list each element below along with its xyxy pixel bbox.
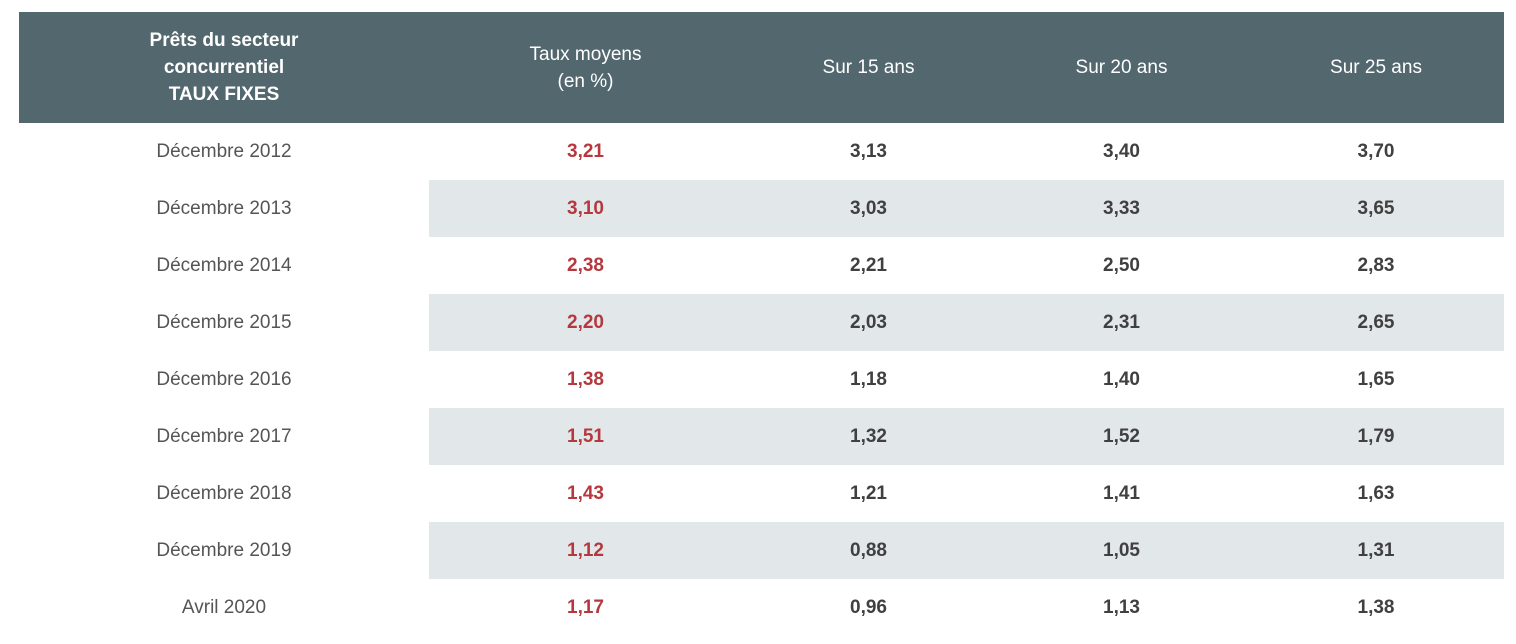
header-15-years: Sur 15 ans <box>822 57 915 78</box>
rate-15-years-cell: 1,32 <box>742 408 995 465</box>
table-row: Décembre 2019 1,12 0,88 1,05 1,31 <box>19 522 1504 579</box>
rate-25-years-cell: 1,38 <box>1357 596 1395 618</box>
average-rate-cell: 3,10 <box>429 180 742 237</box>
average-rate-cell: 1,17 <box>567 596 604 618</box>
rate-25-years-cell: 1,79 <box>1248 408 1504 465</box>
table-row: Décembre 2015 2,20 2,03 2,31 2,65 <box>19 294 1504 351</box>
header-loan-type: Prêts du secteur concurrentiel TAUX FIXE… <box>19 12 429 123</box>
rate-15-years-cell: 0,96 <box>850 596 887 618</box>
rate-20-years-cell: 1,05 <box>995 522 1248 579</box>
table-row: Avril 2020 1,17 0,96 1,13 1,38 <box>19 579 1504 636</box>
period-cell: Décembre 2013 <box>156 197 292 219</box>
average-rate-cell: 1,38 <box>567 368 604 390</box>
table-row: Décembre 2013 3,10 3,03 3,33 3,65 <box>19 180 1504 237</box>
rate-15-years-cell: 0,88 <box>742 522 995 579</box>
rate-15-years-cell: 2,03 <box>742 294 995 351</box>
rate-25-years-cell: 1,31 <box>1248 522 1504 579</box>
average-rate-cell: 3,21 <box>567 140 604 162</box>
header-loan-type-line2: concurrentiel <box>163 57 285 78</box>
rate-25-years-cell: 1,65 <box>1357 368 1395 390</box>
header-25-years: Sur 25 ans <box>1330 57 1422 78</box>
header-average-rate-line2: (en %) <box>557 70 614 92</box>
table-header: Prêts du secteur concurrentiel TAUX FIXE… <box>19 12 1504 123</box>
rate-15-years-cell: 2,21 <box>850 254 887 276</box>
average-rate-cell: 2,38 <box>567 254 604 276</box>
rates-table: Prêts du secteur concurrentiel TAUX FIXE… <box>19 12 1504 636</box>
average-rate-cell: 2,20 <box>429 294 742 351</box>
rate-25-years-cell: 2,65 <box>1248 294 1504 351</box>
period-cell: Décembre 2018 <box>156 482 292 504</box>
rate-20-years-cell: 3,33 <box>995 180 1248 237</box>
table-row: Décembre 2014 2,38 2,21 2,50 2,83 <box>19 237 1504 294</box>
rate-20-years-cell: 1,41 <box>1103 482 1140 504</box>
average-rate-cell: 1,12 <box>429 522 742 579</box>
rate-25-years-cell: 3,70 <box>1357 140 1395 162</box>
table-body: Décembre 2012 3,21 3,13 3,40 3,70 Décemb… <box>19 123 1504 636</box>
average-rate-cell: 1,51 <box>429 408 742 465</box>
period-cell: Décembre 2015 <box>156 311 292 333</box>
header-20-years: Sur 20 ans <box>1075 57 1168 78</box>
period-cell: Avril 2020 <box>181 596 267 618</box>
rate-25-years-cell: 1,63 <box>1357 482 1395 504</box>
rate-20-years-cell: 2,50 <box>1103 254 1140 276</box>
period-cell: Décembre 2012 <box>156 140 292 162</box>
rate-20-years-cell: 2,31 <box>995 294 1248 351</box>
table-row: Décembre 2012 3,21 3,13 3,40 3,70 <box>19 123 1504 180</box>
rate-15-years-cell: 1,21 <box>850 482 887 504</box>
rate-25-years-cell: 3,65 <box>1248 180 1504 237</box>
header-average-rate-line1: Taux moyens <box>529 43 642 65</box>
header-loan-type-line1: Prêts du secteur <box>149 30 299 51</box>
rate-20-years-cell: 3,40 <box>1103 140 1140 162</box>
average-rate-cell: 1,43 <box>567 482 604 504</box>
table-row: Décembre 2018 1,43 1,21 1,41 1,63 <box>19 465 1504 522</box>
period-cell: Décembre 2014 <box>156 254 292 276</box>
rate-15-years-cell: 1,18 <box>850 368 887 390</box>
rate-15-years-cell: 3,03 <box>742 180 995 237</box>
period-cell: Décembre 2017 <box>156 425 292 447</box>
rate-20-years-cell: 1,13 <box>1103 596 1140 618</box>
period-cell: Décembre 2019 <box>156 539 292 561</box>
period-cell: Décembre 2016 <box>156 368 292 390</box>
table-row: Décembre 2016 1,38 1,18 1,40 1,65 <box>19 351 1504 408</box>
rate-15-years-cell: 3,13 <box>850 140 887 162</box>
header-average-rate: Taux moyens (en %) <box>429 12 742 123</box>
table-row: Décembre 2017 1,51 1,32 1,52 1,79 <box>19 408 1504 465</box>
rate-20-years-cell: 1,52 <box>995 408 1248 465</box>
rate-25-years-cell: 2,83 <box>1357 254 1395 276</box>
rate-20-years-cell: 1,40 <box>1103 368 1140 390</box>
header-loan-type-line3: TAUX FIXES <box>168 84 280 105</box>
